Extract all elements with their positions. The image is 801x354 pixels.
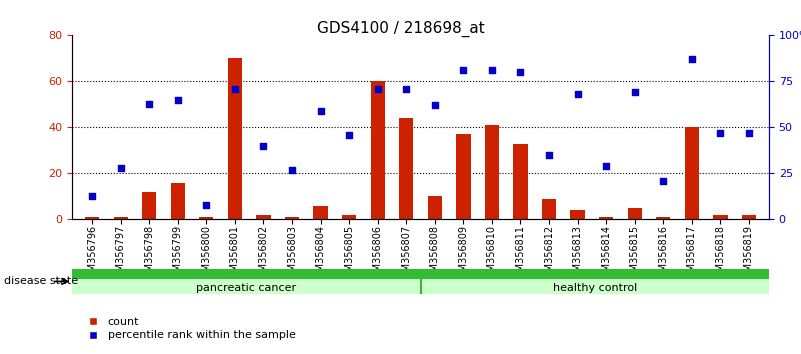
Bar bbox=[485, 125, 499, 219]
Point bbox=[400, 86, 413, 92]
Point bbox=[314, 108, 327, 114]
Point bbox=[286, 167, 299, 173]
Bar bbox=[428, 196, 442, 219]
Point bbox=[571, 91, 584, 97]
Point bbox=[115, 165, 127, 171]
Text: GSM356816: GSM356816 bbox=[658, 225, 668, 284]
Bar bbox=[599, 217, 614, 219]
Text: GSM356798: GSM356798 bbox=[144, 225, 155, 284]
Text: GSM356804: GSM356804 bbox=[316, 225, 325, 284]
Bar bbox=[85, 217, 99, 219]
Point bbox=[343, 132, 356, 138]
Bar bbox=[313, 206, 328, 219]
Point bbox=[628, 90, 641, 95]
Bar bbox=[542, 199, 556, 219]
Text: GSM356811: GSM356811 bbox=[516, 225, 525, 284]
Text: pancreatic cancer: pancreatic cancer bbox=[196, 282, 296, 293]
Text: GDS4100 / 218698_at: GDS4100 / 218698_at bbox=[316, 21, 485, 38]
Bar bbox=[570, 210, 585, 219]
Text: GSM356802: GSM356802 bbox=[259, 225, 268, 284]
Bar bbox=[713, 215, 727, 219]
Point bbox=[86, 193, 99, 198]
Bar bbox=[371, 81, 384, 219]
Point bbox=[514, 69, 527, 75]
Text: GSM356819: GSM356819 bbox=[744, 225, 754, 284]
Text: disease state: disease state bbox=[4, 276, 78, 286]
Point bbox=[485, 68, 498, 73]
Point bbox=[657, 178, 670, 184]
FancyBboxPatch shape bbox=[72, 279, 421, 294]
Point bbox=[257, 143, 270, 149]
Text: GSM356812: GSM356812 bbox=[544, 225, 554, 284]
Text: GSM356814: GSM356814 bbox=[602, 225, 611, 284]
Point bbox=[457, 68, 469, 73]
Bar bbox=[114, 217, 128, 219]
Point bbox=[686, 57, 698, 62]
Point bbox=[542, 152, 555, 158]
Point bbox=[143, 101, 155, 106]
Text: GSM356818: GSM356818 bbox=[715, 225, 726, 284]
Text: GSM356808: GSM356808 bbox=[430, 225, 440, 284]
Bar bbox=[685, 127, 699, 219]
Bar bbox=[513, 143, 528, 219]
Text: GSM356810: GSM356810 bbox=[487, 225, 497, 284]
Bar bbox=[199, 217, 213, 219]
Point bbox=[714, 130, 727, 136]
Bar bbox=[399, 118, 413, 219]
Text: GSM356807: GSM356807 bbox=[401, 225, 411, 284]
Bar bbox=[656, 217, 670, 219]
Text: GSM356817: GSM356817 bbox=[686, 225, 697, 284]
Text: GSM356796: GSM356796 bbox=[87, 225, 97, 284]
Text: healthy control: healthy control bbox=[553, 282, 637, 293]
Bar bbox=[227, 58, 242, 219]
Bar bbox=[742, 215, 756, 219]
Bar bbox=[142, 192, 156, 219]
Text: GSM356815: GSM356815 bbox=[630, 225, 640, 284]
Bar bbox=[171, 183, 185, 219]
Point bbox=[171, 97, 184, 103]
Bar bbox=[628, 208, 642, 219]
Point bbox=[429, 103, 441, 108]
Point bbox=[200, 202, 213, 207]
Text: GSM356806: GSM356806 bbox=[372, 225, 383, 284]
Point bbox=[743, 130, 755, 136]
Legend: count, percentile rank within the sample: count, percentile rank within the sample bbox=[78, 313, 300, 345]
Bar bbox=[285, 217, 299, 219]
Point bbox=[600, 163, 613, 169]
Text: GSM356800: GSM356800 bbox=[201, 225, 211, 284]
Text: GSM356799: GSM356799 bbox=[173, 225, 183, 284]
Bar bbox=[342, 215, 356, 219]
Text: GSM356805: GSM356805 bbox=[344, 225, 354, 284]
Text: GSM356801: GSM356801 bbox=[230, 225, 239, 284]
Point bbox=[228, 86, 241, 92]
Text: GSM356803: GSM356803 bbox=[287, 225, 297, 284]
FancyBboxPatch shape bbox=[421, 279, 769, 294]
Text: GSM356797: GSM356797 bbox=[115, 225, 126, 285]
FancyBboxPatch shape bbox=[72, 269, 769, 279]
Text: GSM356813: GSM356813 bbox=[573, 225, 582, 284]
Point bbox=[372, 86, 384, 92]
Bar bbox=[457, 134, 470, 219]
Text: GSM356809: GSM356809 bbox=[458, 225, 469, 284]
Bar bbox=[256, 215, 271, 219]
